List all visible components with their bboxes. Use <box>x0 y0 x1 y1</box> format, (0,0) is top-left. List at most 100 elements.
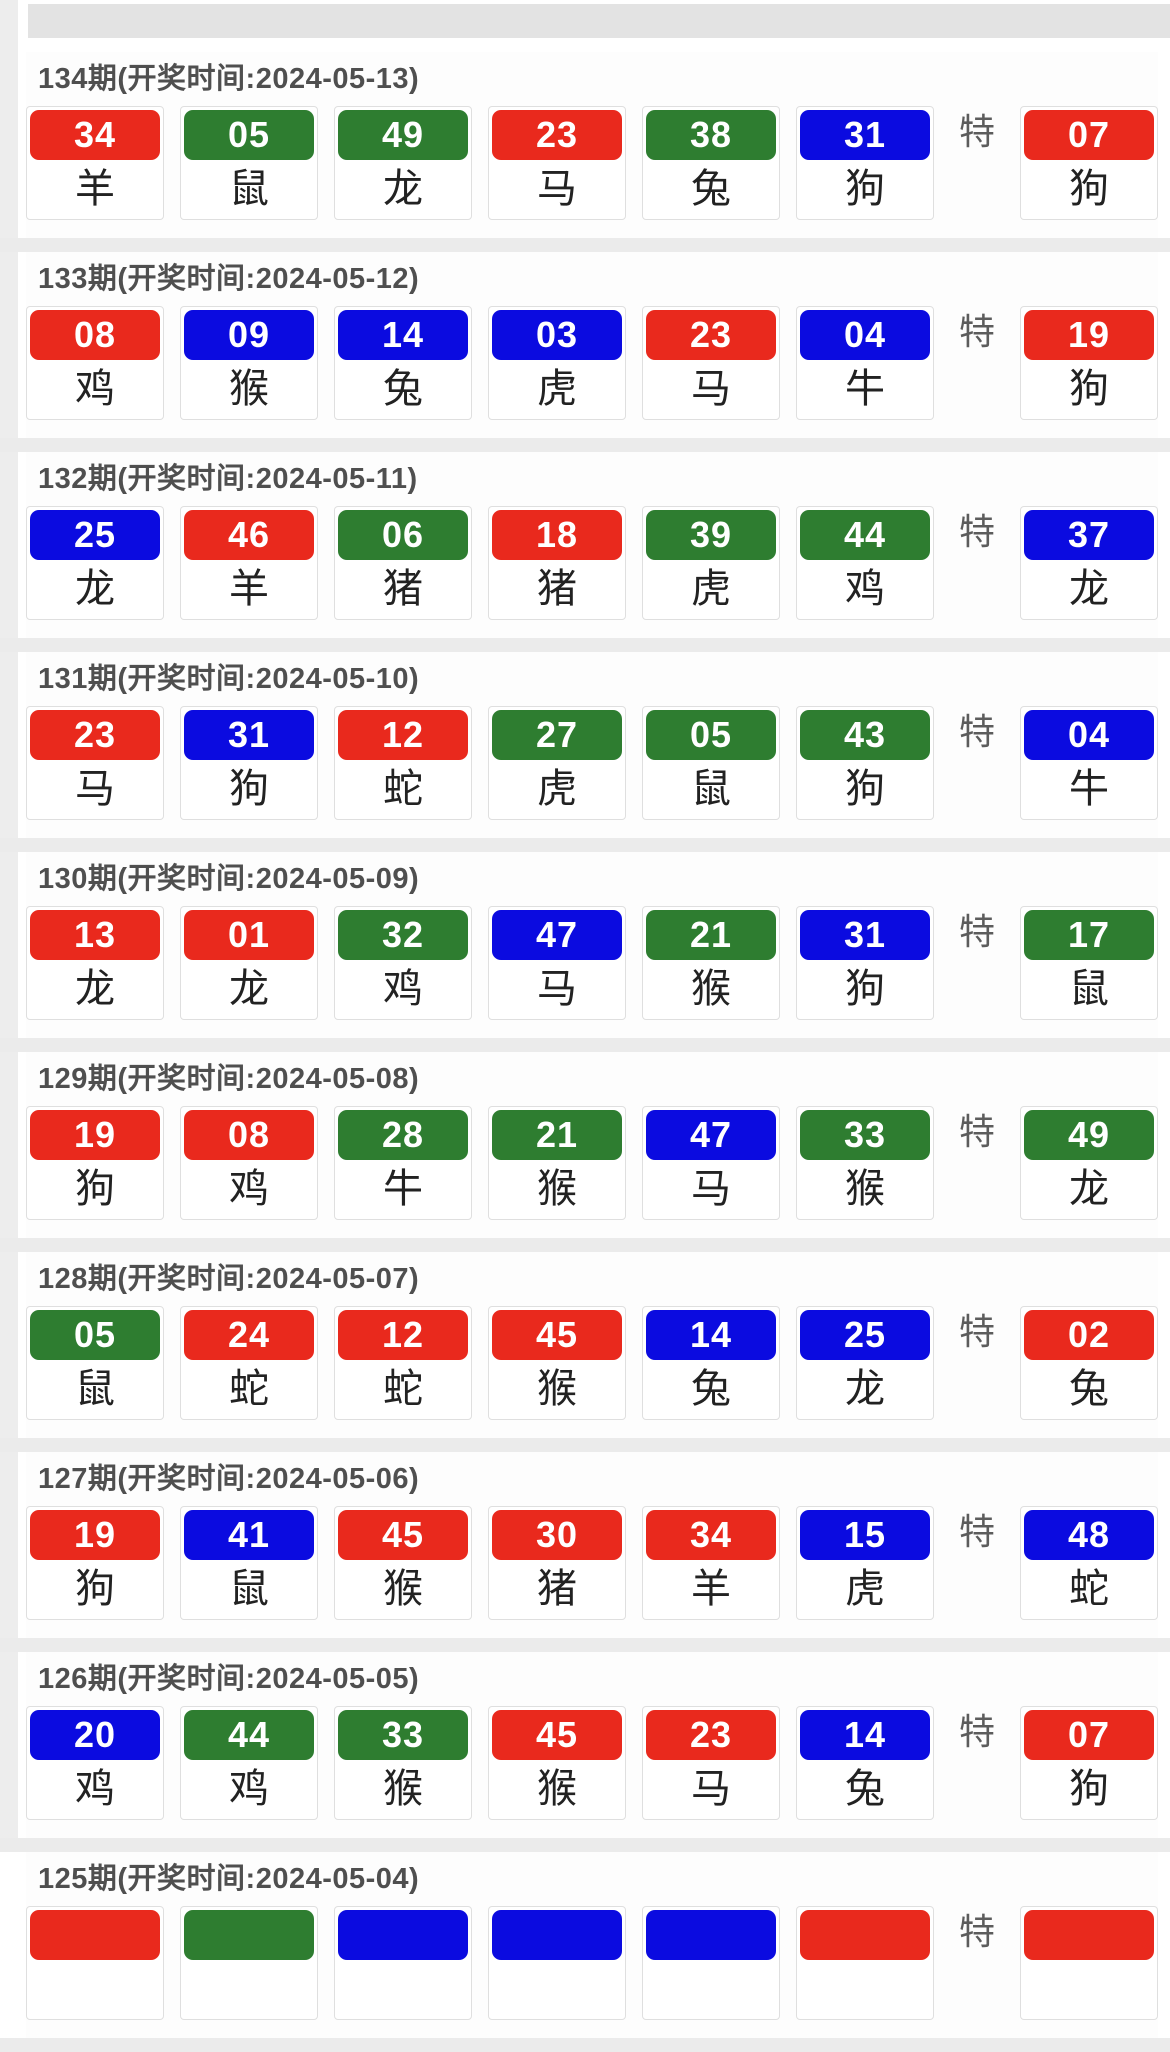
ball-number: 23 <box>646 310 776 360</box>
draw-card: 133期(开奖时间:2024-05-12) 08 鸡 09 猴 14 兔 03 … <box>26 252 1158 438</box>
ball-number <box>338 1910 468 1960</box>
number-tile: 44 鸡 <box>796 506 934 620</box>
ball-number: 23 <box>492 110 622 160</box>
zodiac-label: 狗 <box>1069 1767 1109 1811</box>
draw-header: 127期(开奖时间:2024-05-06) <box>38 1463 420 1495</box>
number-tile: 30 猪 <box>488 1506 626 1620</box>
zodiac-label: 马 <box>691 1767 731 1811</box>
ball-number: 13 <box>30 910 160 960</box>
special-label: 特 <box>958 1711 995 1752</box>
number-tile: 34 羊 <box>26 106 164 220</box>
zodiac-label <box>1024 1960 1154 2016</box>
zodiac-label: 鼠 <box>1069 967 1109 1011</box>
number-tile: 33 猴 <box>334 1706 472 1820</box>
ball-number: 23 <box>30 710 160 760</box>
draw-numbers-row: 13 龙 01 龙 32 鸡 47 马 21 猴 31 狗 特 17 鼠 <box>26 906 1158 1020</box>
special-number-tile: 07 狗 <box>1020 106 1158 220</box>
zodiac-label: 狗 <box>845 167 885 211</box>
number-tile <box>796 1906 934 2020</box>
number-tile: 23 马 <box>642 306 780 420</box>
draw-card: 129期(开奖时间:2024-05-08) 19 狗 08 鸡 28 牛 21 … <box>26 1052 1158 1238</box>
number-tile: 12 蛇 <box>334 706 472 820</box>
zodiac-label: 猪 <box>537 1567 577 1611</box>
ball-number: 25 <box>800 1310 930 1360</box>
ball-number: 44 <box>184 1710 314 1760</box>
special-label: 特 <box>958 111 995 152</box>
draw-numbers-row: 19 狗 41 鼠 45 猴 30 猪 34 羊 15 虎 特 48 蛇 <box>26 1506 1158 1620</box>
zodiac-label: 猴 <box>383 1767 423 1811</box>
draw-header: 130期(开奖时间:2024-05-09) <box>38 863 420 895</box>
special-number-tile: 04 牛 <box>1020 706 1158 820</box>
ball-number: 37 <box>1024 510 1154 560</box>
zodiac-label: 猴 <box>229 367 269 411</box>
zodiac-label: 羊 <box>75 167 115 211</box>
zodiac-label: 虎 <box>537 767 577 811</box>
zodiac-label: 兔 <box>845 1767 885 1811</box>
special-number-tile: 19 狗 <box>1020 306 1158 420</box>
number-tile: 08 鸡 <box>180 1106 318 1220</box>
ball-number: 21 <box>646 910 776 960</box>
number-tile <box>26 1906 164 2020</box>
special-number-tile: 48 蛇 <box>1020 1506 1158 1620</box>
zodiac-label: 牛 <box>383 1167 423 1211</box>
number-tile: 06 猪 <box>334 506 472 620</box>
zodiac-label: 龙 <box>1069 567 1109 611</box>
ball-number: 12 <box>338 1310 468 1360</box>
special-number-tile: 49 龙 <box>1020 1106 1158 1220</box>
ball-number: 49 <box>1024 1110 1154 1160</box>
card-separator <box>0 2038 1170 2052</box>
ball-number: 07 <box>1024 110 1154 160</box>
ball-number: 41 <box>184 1510 314 1560</box>
number-tile: 15 虎 <box>796 1506 934 1620</box>
draw-card: 134期(开奖时间:2024-05-13) 34 羊 05 鼠 49 龙 23 … <box>26 52 1158 238</box>
zodiac-label: 狗 <box>845 767 885 811</box>
ball-number: 07 <box>1024 1710 1154 1760</box>
draw-card: 125期(开奖时间:2024-05-04) 特 <box>26 1852 1158 2038</box>
draw-numbers-row: 05 鼠 24 蛇 12 蛇 45 猴 14 兔 25 龙 特 02 兔 <box>26 1306 1158 1420</box>
number-tile: 41 鼠 <box>180 1506 318 1620</box>
special-number-tile: 37 龙 <box>1020 506 1158 620</box>
number-tile: 08 鸡 <box>26 306 164 420</box>
ball-number: 14 <box>800 1710 930 1760</box>
number-tile: 31 狗 <box>796 106 934 220</box>
number-tile: 14 兔 <box>796 1706 934 1820</box>
card-separator <box>0 238 1170 252</box>
card-separator <box>0 438 1170 452</box>
zodiac-label: 狗 <box>845 967 885 1011</box>
number-tile: 20 鸡 <box>26 1706 164 1820</box>
left-gutter <box>0 0 18 1838</box>
number-tile: 19 狗 <box>26 1106 164 1220</box>
number-tile: 33 猴 <box>796 1106 934 1220</box>
top-bar <box>28 4 1170 38</box>
ball-number: 14 <box>338 310 468 360</box>
draw-header: 128期(开奖时间:2024-05-07) <box>38 1263 420 1295</box>
number-tile: 12 蛇 <box>334 1306 472 1420</box>
ball-number: 47 <box>492 910 622 960</box>
number-tile: 38 兔 <box>642 106 780 220</box>
draw-card: 126期(开奖时间:2024-05-05) 20 鸡 44 鸡 33 猴 45 … <box>26 1652 1158 1838</box>
zodiac-label: 马 <box>691 1167 731 1211</box>
zodiac-label: 鸡 <box>229 1767 269 1811</box>
zodiac-label: 猴 <box>537 1167 577 1211</box>
zodiac-label <box>338 1960 468 2016</box>
number-tile: 24 蛇 <box>180 1306 318 1420</box>
zodiac-label: 龙 <box>845 1367 885 1411</box>
number-tile: 14 兔 <box>642 1306 780 1420</box>
zodiac-label: 鸡 <box>845 567 885 611</box>
draw-card: 131期(开奖时间:2024-05-10) 23 马 31 狗 12 蛇 27 … <box>26 652 1158 838</box>
number-tile: 19 狗 <box>26 1506 164 1620</box>
ball-number: 34 <box>30 110 160 160</box>
number-tile: 04 牛 <box>796 306 934 420</box>
zodiac-label: 龙 <box>1069 1167 1109 1211</box>
draw-header: 133期(开奖时间:2024-05-12) <box>38 263 420 295</box>
ball-number: 19 <box>30 1110 160 1160</box>
draw-header: 134期(开奖时间:2024-05-13) <box>38 63 420 95</box>
number-tile: 14 兔 <box>334 306 472 420</box>
special-label: 特 <box>958 711 995 752</box>
zodiac-label: 猪 <box>537 567 577 611</box>
number-tile <box>642 1906 780 2020</box>
zodiac-label: 狗 <box>1069 167 1109 211</box>
zodiac-label: 兔 <box>691 1367 731 1411</box>
ball-number: 31 <box>800 110 930 160</box>
number-tile: 49 龙 <box>334 106 472 220</box>
